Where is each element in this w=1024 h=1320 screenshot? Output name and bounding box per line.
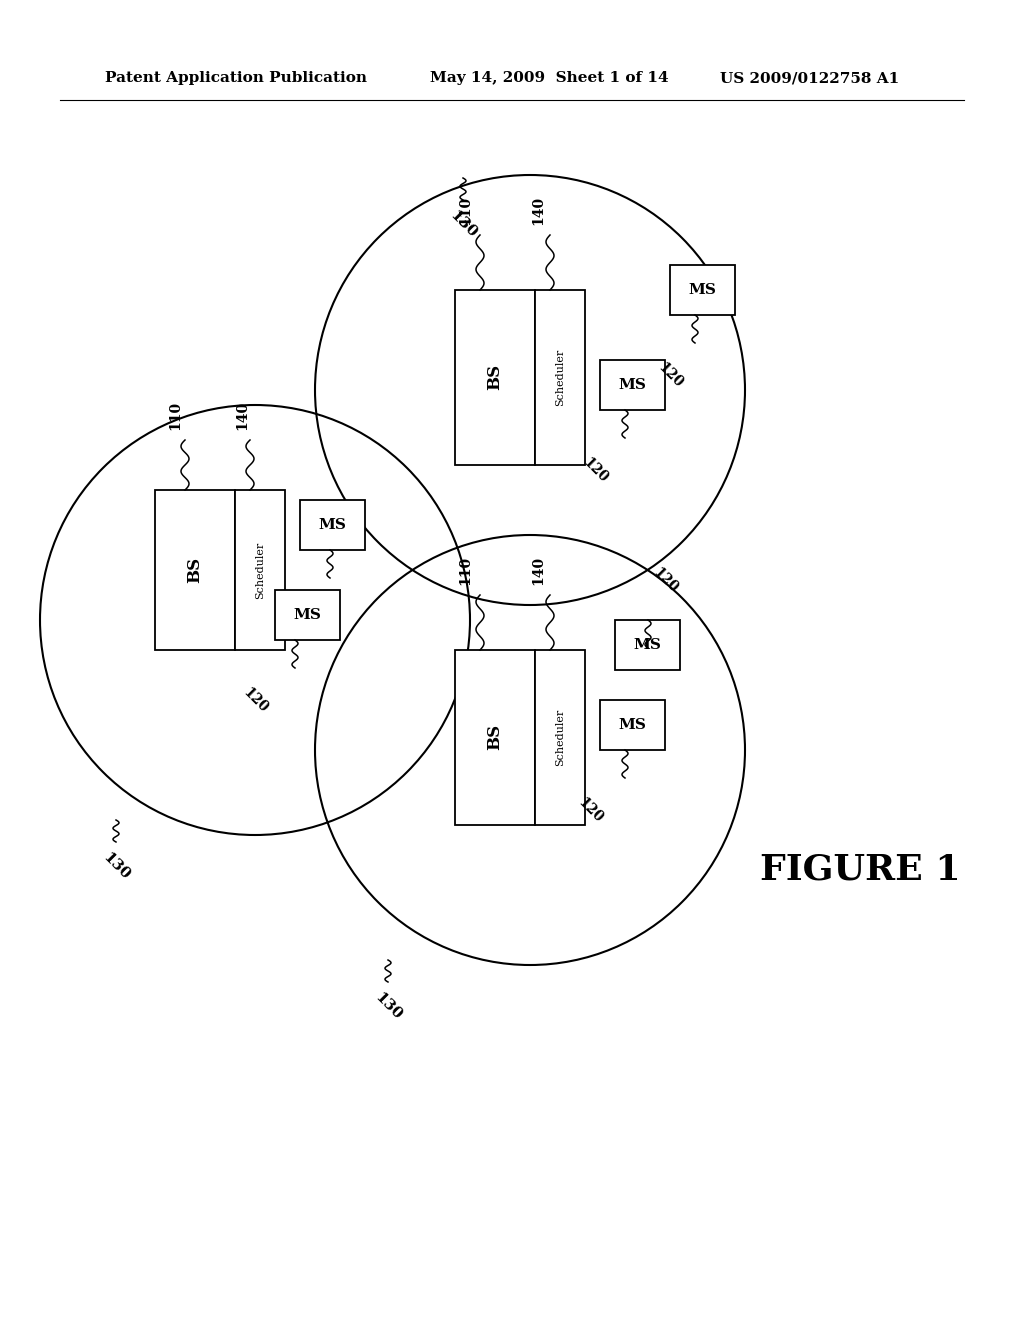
Bar — [600, 360, 665, 411]
Text: MS: MS — [318, 517, 346, 532]
Text: Scheduler: Scheduler — [555, 348, 565, 405]
Text: 140: 140 — [531, 195, 545, 224]
Text: 140: 140 — [531, 556, 545, 585]
Text: 120: 120 — [290, 595, 321, 626]
Bar — [300, 500, 365, 550]
Bar — [234, 490, 285, 649]
Text: MS: MS — [294, 609, 322, 622]
Bar — [155, 490, 234, 649]
Text: 120: 120 — [240, 685, 270, 715]
Text: 130: 130 — [372, 990, 404, 1023]
Text: 110: 110 — [458, 195, 472, 224]
Text: Scheduler: Scheduler — [555, 709, 565, 766]
Text: 120: 120 — [574, 795, 605, 825]
Bar — [455, 649, 535, 825]
Text: 120: 120 — [654, 360, 685, 391]
Bar — [455, 290, 535, 465]
Text: Scheduler: Scheduler — [255, 541, 265, 599]
Text: 130: 130 — [446, 209, 479, 240]
Text: MS: MS — [618, 378, 646, 392]
Text: US 2009/0122758 A1: US 2009/0122758 A1 — [720, 71, 899, 84]
Bar — [275, 590, 340, 640]
Text: BS: BS — [186, 557, 204, 583]
Text: May 14, 2009  Sheet 1 of 14: May 14, 2009 Sheet 1 of 14 — [430, 71, 669, 84]
Bar — [600, 700, 665, 750]
Text: 120: 120 — [580, 455, 610, 486]
Bar — [615, 620, 680, 671]
Text: MS: MS — [618, 718, 646, 733]
Text: 110: 110 — [458, 556, 472, 585]
Text: 110: 110 — [168, 401, 182, 430]
Bar — [535, 290, 585, 465]
Text: FIGURE 1: FIGURE 1 — [760, 853, 961, 887]
Bar — [670, 265, 735, 315]
Text: BS: BS — [486, 723, 504, 750]
Text: 140: 140 — [234, 401, 249, 430]
Text: MS: MS — [688, 282, 717, 297]
Text: MS: MS — [634, 638, 662, 652]
Text: BS: BS — [486, 364, 504, 391]
Bar — [535, 649, 585, 825]
Text: 130: 130 — [99, 850, 132, 883]
Text: Patent Application Publication: Patent Application Publication — [105, 71, 367, 84]
Text: 120: 120 — [650, 565, 680, 595]
